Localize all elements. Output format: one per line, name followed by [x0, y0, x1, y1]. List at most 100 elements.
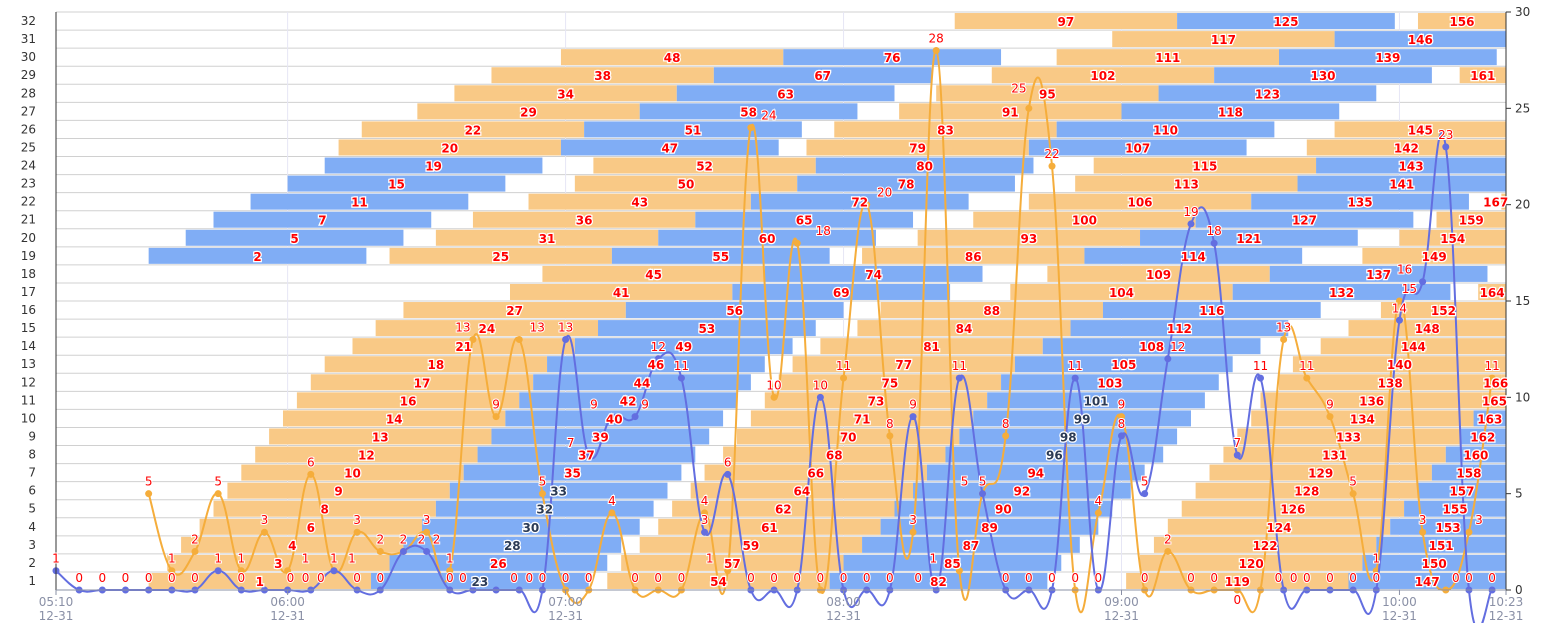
point-value-label: 25: [1011, 81, 1026, 95]
bar-label: 1: [256, 575, 264, 589]
y-left-tick-label: 6: [28, 484, 36, 498]
point-value-label: 0: [914, 571, 922, 585]
point-value-label: 11: [674, 359, 689, 373]
bar-label: 41: [613, 286, 630, 300]
point-value-label: 0: [525, 571, 533, 585]
series-point: [724, 470, 732, 478]
y-left-tick-label: 32: [21, 14, 36, 28]
point-value-label: 6: [724, 455, 732, 469]
series-point: [1256, 374, 1264, 382]
bar-72: [750, 193, 969, 210]
bar-48: [560, 49, 784, 66]
point-value-label: 0: [1048, 571, 1056, 585]
series-point: [979, 490, 987, 498]
series-point: [145, 490, 153, 498]
bar-163: [1473, 410, 1506, 427]
bar-60: [658, 229, 876, 246]
bar-label: 77: [895, 358, 912, 372]
bar-88: [880, 302, 1103, 319]
bar-label: 147: [1415, 575, 1440, 589]
bar-label: 26: [490, 557, 507, 571]
series-point: [1419, 278, 1427, 286]
series-point: [237, 567, 245, 575]
series-point: [585, 451, 593, 459]
series-point: [492, 413, 500, 421]
point-value-label: 9: [590, 398, 598, 412]
bar-label: 44: [634, 376, 651, 390]
bar-1: [148, 572, 372, 589]
point-value-label: 0: [1025, 571, 1033, 585]
y-left-tick-label: 30: [21, 50, 36, 64]
point-value-label: 1: [168, 552, 176, 566]
bar-150: [1362, 554, 1506, 571]
point-value-label: 7: [1233, 436, 1241, 450]
bar-141: [1297, 175, 1506, 192]
series-point: [701, 528, 709, 536]
bar-17: [310, 374, 534, 391]
y-left-tick-label: 21: [21, 213, 36, 227]
bar-label: 99: [1074, 412, 1091, 426]
bar-25: [389, 247, 612, 264]
bar-50: [574, 175, 798, 192]
bar-8: [213, 500, 436, 517]
bar-label: 5: [290, 232, 298, 246]
axes: 05:1012-3106:0012-3107:0012-3108:0012-31…: [21, 5, 1531, 623]
series-point: [1442, 143, 1450, 151]
bar-label: 89: [981, 521, 998, 535]
bar-118: [1121, 103, 1340, 120]
point-value-label: 2: [376, 532, 384, 546]
bar-label: 104: [1109, 286, 1134, 300]
bar-label: 80: [916, 160, 933, 174]
bar-123: [1158, 85, 1377, 102]
series-point: [1164, 355, 1172, 363]
bar-33: [449, 482, 668, 499]
bar-label: 37: [578, 449, 595, 463]
series-point: [330, 567, 338, 575]
bar-label: 66: [807, 467, 824, 481]
y-left-tick-label: 9: [28, 429, 36, 443]
bar-71: [750, 410, 974, 427]
bar-6: [199, 518, 422, 535]
x-tick-time: 06:00: [270, 595, 305, 609]
bar-label: 67: [814, 69, 831, 83]
point-value-label: 13: [558, 321, 573, 335]
series-point: [1071, 374, 1079, 382]
y-left-tick-label: 4: [28, 520, 36, 534]
bar-label: 111: [1155, 51, 1180, 65]
bar-64: [690, 482, 914, 499]
point-value-label: 13: [455, 321, 470, 335]
bar-label: 101: [1083, 394, 1108, 408]
bar-label: 88: [983, 304, 1000, 318]
bar-label: 33: [550, 485, 567, 499]
point-value-label: 13: [1276, 321, 1291, 335]
y-left-tick-label: 2: [28, 556, 36, 570]
bar-110: [1056, 121, 1275, 138]
bar-label: 32: [536, 503, 553, 517]
bar-74: [764, 265, 983, 282]
y-left-tick-label: 28: [21, 86, 36, 100]
point-value-label: 0: [1275, 571, 1283, 585]
series-point: [1349, 490, 1357, 498]
bar-label: 70: [840, 430, 857, 444]
bar-11: [250, 193, 469, 210]
bar-label: 94: [1027, 467, 1044, 481]
bar-label: 4: [288, 539, 296, 553]
y-left-tick-label: 19: [21, 249, 36, 263]
bar-140: [1292, 356, 1506, 373]
series-point: [1025, 104, 1033, 112]
point-value-label: 3: [1419, 513, 1427, 527]
bar-115: [1093, 157, 1317, 174]
point-value-label: 0: [631, 571, 639, 585]
point-value-label: 5: [1141, 475, 1149, 489]
bar-label: 45: [645, 268, 662, 282]
bar-label: 134: [1350, 412, 1375, 426]
point-value-label: 5: [214, 475, 222, 489]
bar-144: [1320, 338, 1506, 355]
series-point: [1210, 239, 1218, 247]
bar-134: [1251, 410, 1474, 427]
series-point: [1048, 162, 1056, 170]
bar-47: [560, 139, 779, 156]
series-point: [793, 239, 801, 247]
series-point: [1117, 432, 1125, 440]
point-value-label: 0: [1233, 593, 1241, 607]
